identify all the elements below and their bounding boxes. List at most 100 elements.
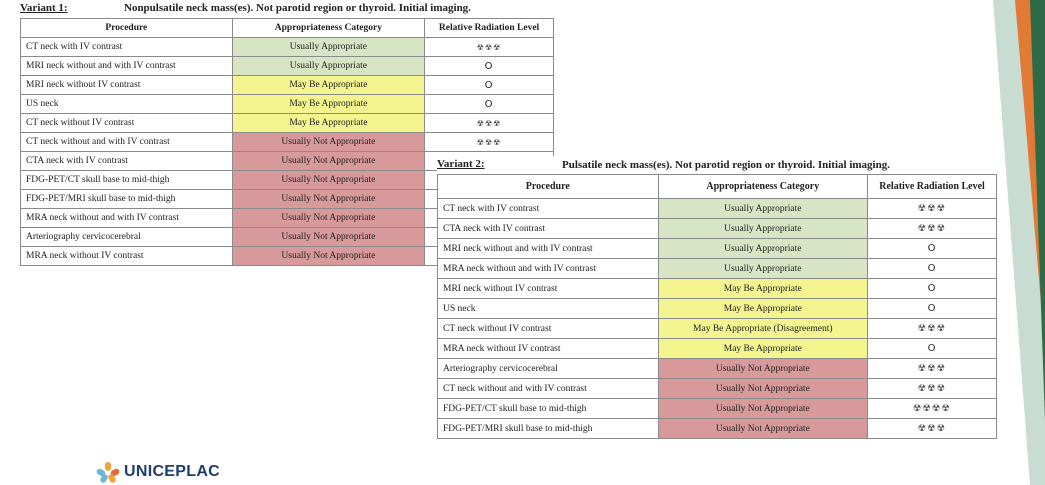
radiation-cell: ☢☢☢: [424, 113, 554, 133]
variant-2-label: Variant 2:: [437, 158, 485, 170]
procedure-cell: CT neck without IV contrast: [20, 113, 233, 133]
radiation-cell: ☢☢☢: [867, 418, 997, 439]
procedure-cell: MRA neck without IV contrast: [437, 338, 659, 359]
variant-2-header: Variant 2: Pulsatile neck mass(es). Not …: [437, 156, 997, 174]
category-cell: May Be Appropriate: [657, 278, 869, 299]
variant-2-title: Pulsatile neck mass(es). Not parotid reg…: [562, 159, 890, 171]
procedure-cell: MRI neck without IV contrast: [437, 278, 659, 299]
procedure-cell: CT neck with IV contrast: [20, 37, 233, 57]
radiation-cell: O: [424, 94, 554, 114]
procedure-cell: MRA neck without and with IV contrast: [437, 258, 659, 279]
radiation-cell: O: [424, 75, 554, 95]
procedure-cell: FDG-PET/MRI skull base to mid-thigh: [20, 189, 233, 209]
table-row: Arteriography cervicocerebral Usually Not…: [437, 358, 997, 379]
radiation-cell: ☢☢☢☢: [867, 398, 997, 419]
procedure-cell: CT neck without and with IV contrast: [437, 378, 659, 399]
variant-2-panel: Variant 2: Pulsatile neck mass(es). Not …: [437, 156, 997, 439]
procedure-cell: MRI neck without and with IV contrast: [437, 238, 659, 259]
procedure-cell: US neck: [437, 298, 659, 319]
procedure-cell: Arteriography cervicocerebral: [20, 227, 233, 247]
radiation-cell: ☢☢☢: [867, 318, 997, 339]
procedure-cell: MRA neck without and with IV contrast: [20, 208, 233, 228]
category-cell: Usually Appropriate: [231, 37, 426, 57]
table-row: CT neck with IV contrast Usually Appropri…: [20, 37, 554, 57]
category-header: Appropriateness Category: [231, 18, 426, 38]
table-row: US neck May Be Appropriate O: [20, 94, 554, 114]
uniceplac-logo: UNICEPLAC: [95, 462, 221, 484]
category-cell: Usually Not Appropriate: [231, 246, 426, 266]
table-row: MRI neck without and with IV contrast Usu…: [20, 56, 554, 76]
stripe-green: [1030, 0, 1045, 420]
decorative-stripes: [993, 0, 1045, 485]
table-row: CT neck without IV contrast May Be Approp…: [20, 113, 554, 133]
radiation-cell: O: [867, 238, 997, 259]
procedure-header: Procedure: [437, 174, 659, 199]
category-cell: Usually Not Appropriate: [231, 170, 426, 190]
radiation-cell: ☢☢☢: [867, 218, 997, 239]
procedure-cell: CT neck without and with IV contrast: [20, 132, 233, 152]
table-row: MRI neck without and with IV contrast Usu…: [437, 238, 997, 259]
procedure-cell: US neck: [20, 94, 233, 114]
category-cell: May Be Appropriate: [231, 94, 426, 114]
radiation-cell: ☢☢☢: [424, 37, 554, 57]
table-header-row: Procedure Appropriateness Category Relat…: [437, 174, 997, 199]
variant-1-label: Variant 1:: [20, 2, 68, 14]
table-row: MRA neck without IV contrast May Be Appro…: [437, 338, 997, 359]
uniceplac-logo-text: UNICEPLAC: [124, 463, 221, 480]
table-row: FDG-PET/MRI skull base to mid-thigh Usual…: [437, 418, 997, 439]
procedure-cell: MRI neck without IV contrast: [20, 75, 233, 95]
category-cell: Usually Appropriate: [657, 258, 869, 279]
variant-2-table: Procedure Appropriateness Category Relat…: [437, 174, 997, 439]
category-cell: Usually Not Appropriate: [231, 151, 426, 171]
radiation-cell: O: [867, 338, 997, 359]
procedure-cell: MRI neck without and with IV contrast: [20, 56, 233, 76]
category-cell: Usually Not Appropriate: [231, 227, 426, 247]
variant-1-title: Nonpulsatile neck mass(es). Not parotid …: [124, 2, 471, 14]
uniceplac-logo-icon: [95, 462, 121, 484]
table-row: MRI neck without IV contrast May Be Appro…: [437, 278, 997, 299]
category-cell: Usually Not Appropriate: [657, 398, 869, 419]
category-cell: Usually Appropriate: [231, 56, 426, 76]
table-row: CTA neck with IV contrast Usually Not App…: [20, 151, 554, 171]
category-cell: Usually Not Appropriate: [657, 418, 869, 439]
category-cell: May Be Appropriate: [231, 113, 426, 133]
procedure-cell: CT neck without IV contrast: [437, 318, 659, 339]
category-cell: Usually Not Appropriate: [231, 208, 426, 228]
table-row: CT neck without and with IV contrast Usua…: [437, 378, 997, 399]
category-cell: Usually Appropriate: [657, 198, 869, 219]
radiation-cell: O: [867, 258, 997, 279]
variant-1-header: Variant 1: Nonpulsatile neck mass(es). N…: [20, 0, 560, 18]
procedure-cell: CTA neck with IV contrast: [20, 151, 233, 171]
table-row: MRI neck without IV contrast May Be Appro…: [20, 75, 554, 95]
procedure-cell: CTA neck with IV contrast: [437, 218, 659, 239]
radiation-cell: ☢☢☢: [867, 358, 997, 379]
radiation-cell: ☢☢☢: [424, 132, 554, 152]
procedure-header: Procedure: [20, 18, 233, 38]
table-row: MRA neck without and with IV contrast Usu…: [437, 258, 997, 279]
category-cell: May Be Appropriate: [657, 338, 869, 359]
category-cell: Usually Not Appropriate: [231, 132, 426, 152]
table-row: Arteriography cervicocerebral Usually Not…: [20, 227, 554, 247]
category-cell: Usually Not Appropriate: [657, 378, 869, 399]
category-cell: Usually Not Appropriate: [657, 358, 869, 379]
table-row: FDG-PET/CT skull base to mid-thigh Usuall…: [437, 398, 997, 419]
radiation-header: Relative Radiation Level: [424, 18, 554, 38]
radiation-cell: O: [867, 298, 997, 319]
procedure-cell: FDG-PET/CT skull base to mid-thigh: [437, 398, 659, 419]
table-row: CTA neck with IV contrast Usually Appropr…: [437, 218, 997, 239]
table-row: CT neck without and with IV contrast Usua…: [20, 132, 554, 152]
procedure-cell: FDG-PET/MRI skull base to mid-thigh: [437, 418, 659, 439]
radiation-cell: ☢☢☢: [867, 378, 997, 399]
radiation-cell: O: [867, 278, 997, 299]
category-header: Appropriateness Category: [657, 174, 869, 199]
category-cell: May Be Appropriate: [231, 75, 426, 95]
radiation-cell: O: [424, 56, 554, 76]
category-cell: Usually Appropriate: [657, 218, 869, 239]
table-row: CT neck with IV contrast Usually Appropri…: [437, 198, 997, 219]
procedure-cell: Arteriography cervicocerebral: [437, 358, 659, 379]
category-cell: May Be Appropriate: [657, 298, 869, 319]
radiation-cell: ☢☢☢: [867, 198, 997, 219]
procedure-cell: CT neck with IV contrast: [437, 198, 659, 219]
procedure-cell: FDG-PET/CT skull base to mid-thigh: [20, 170, 233, 190]
category-cell: Usually Appropriate: [657, 238, 869, 259]
